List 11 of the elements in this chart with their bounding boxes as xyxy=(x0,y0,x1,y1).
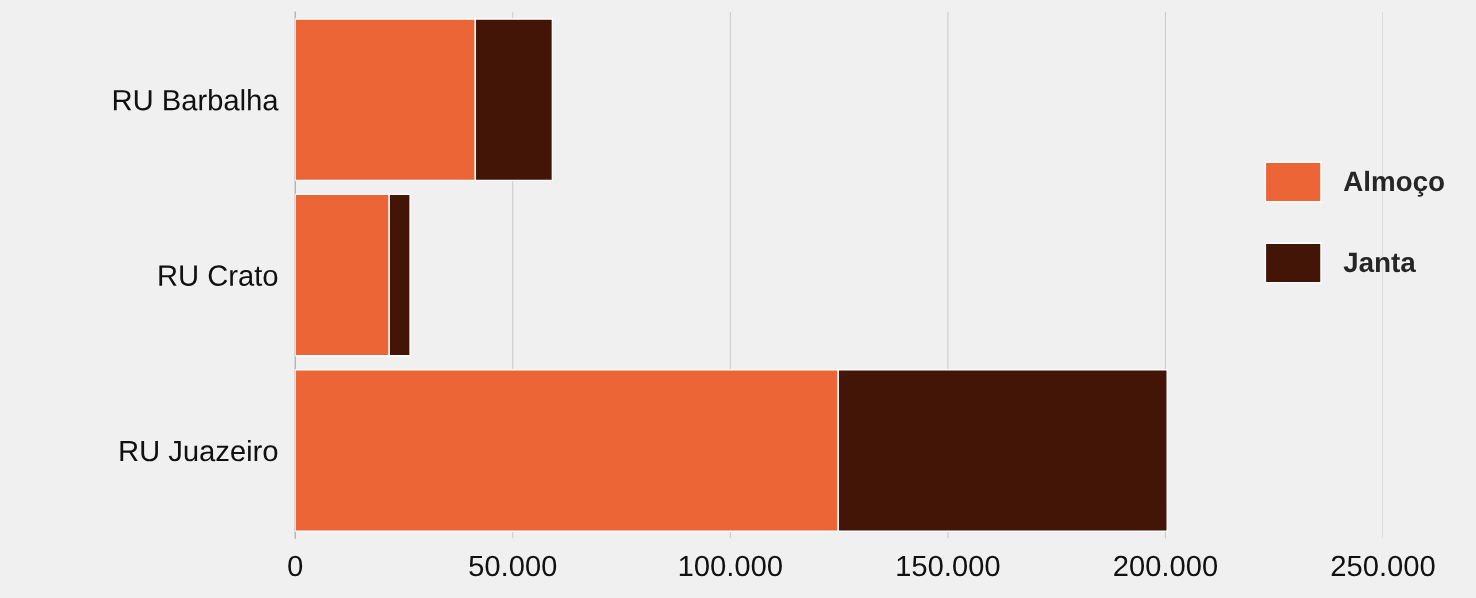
x-tick-label: 250.000 xyxy=(1331,555,1435,577)
y-tick-label: RU Barbalha xyxy=(113,89,279,111)
x-tick-label: 100.000 xyxy=(679,555,782,577)
x-tick-label: 0 xyxy=(288,555,303,577)
legend-label: Janta xyxy=(1343,252,1416,273)
y-tick-label: RU Juazeiro xyxy=(120,439,278,462)
x-tick-label: 150.000 xyxy=(897,555,1000,577)
x-tick-label: 50.000 xyxy=(469,555,557,577)
legend-label: Almoço xyxy=(1343,170,1444,197)
x-tick-label: 200.000 xyxy=(1114,555,1218,577)
y-tick-label: RU Crato xyxy=(159,265,278,286)
